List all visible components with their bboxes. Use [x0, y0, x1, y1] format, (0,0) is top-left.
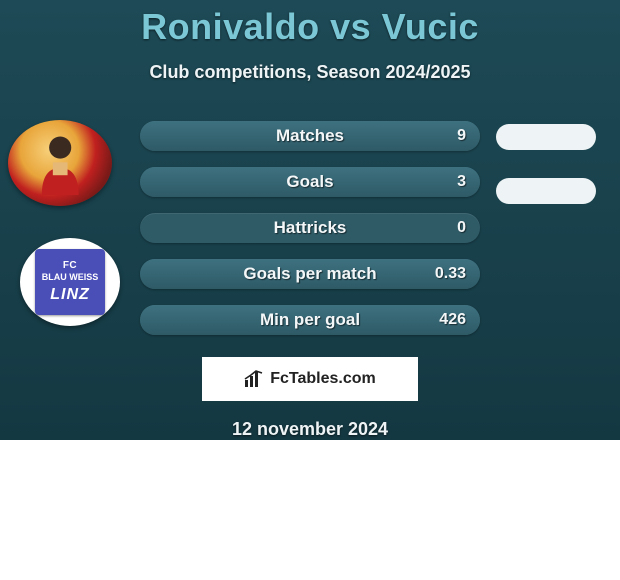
- club-badge-line3: LINZ: [50, 285, 90, 304]
- stat-value: 0.33: [435, 259, 466, 289]
- stat-value: 0: [457, 213, 466, 243]
- stat-pill: Goals3: [140, 167, 480, 197]
- stat-label: Matches: [140, 121, 480, 151]
- stat-pill: Matches9: [140, 121, 480, 151]
- club-badge-line1: FC: [63, 260, 77, 272]
- stat-label: Min per goal: [140, 305, 480, 335]
- club-badge-line2: BLAU WEISS: [42, 272, 99, 283]
- stat-pill: Goals per match0.33: [140, 259, 480, 289]
- stat-value: 426: [439, 305, 466, 335]
- stat-pill: Min per goal426: [140, 305, 480, 335]
- date-label: 12 november 2024: [0, 419, 620, 440]
- club-badge: FC BLAU WEISS LINZ: [35, 249, 105, 315]
- stat-pill: Hattricks0: [140, 213, 480, 243]
- stat-value: 9: [457, 121, 466, 151]
- stat-label: Hattricks: [140, 213, 480, 243]
- player-avatar: [8, 120, 112, 206]
- chart-icon: [244, 370, 264, 388]
- comparison-blob: [496, 124, 596, 150]
- club-logo: FC BLAU WEISS LINZ: [20, 238, 120, 326]
- stat-label: Goals: [140, 167, 480, 197]
- brand-box[interactable]: FcTables.com: [202, 357, 418, 401]
- player-silhouette-icon: [29, 131, 91, 196]
- brand-label: FcTables.com: [270, 370, 376, 388]
- page-title: Ronivaldo vs Vucic: [0, 6, 620, 48]
- comparison-card: Ronivaldo vs Vucic Club competitions, Se…: [0, 0, 620, 440]
- stat-label: Goals per match: [140, 259, 480, 289]
- stat-value: 3: [457, 167, 466, 197]
- comparison-blob: [496, 178, 596, 204]
- subtitle: Club competitions, Season 2024/2025: [0, 62, 620, 83]
